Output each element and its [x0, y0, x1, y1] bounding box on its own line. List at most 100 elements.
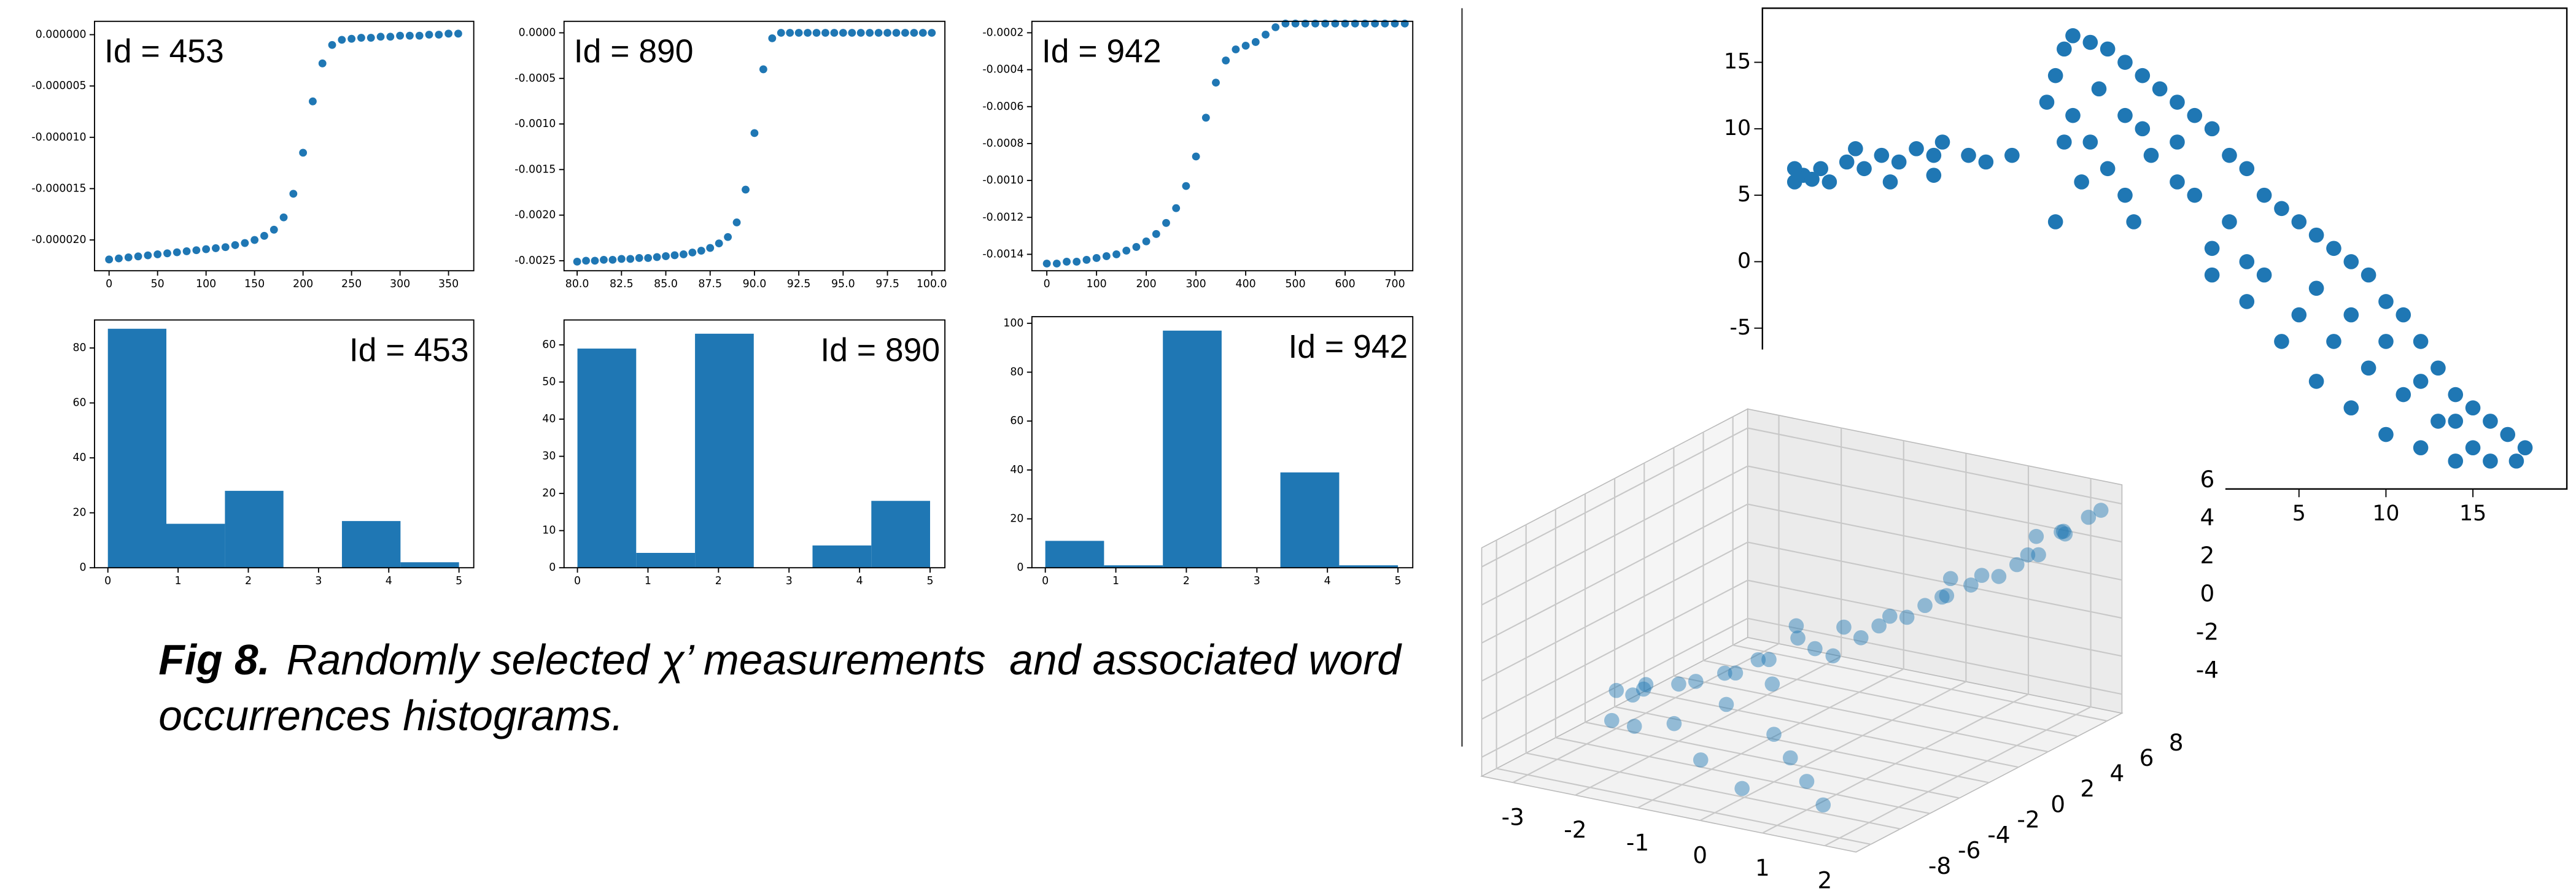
point — [777, 29, 785, 37]
point — [1974, 568, 1990, 583]
x-tick-label: 300 — [390, 278, 410, 290]
x-tick-label: 400 — [1236, 278, 1256, 290]
x-tick-label: 97.5 — [875, 278, 899, 290]
grid-line — [1496, 540, 1871, 845]
y-tick-label: 80 — [72, 342, 86, 354]
point — [2274, 334, 2289, 349]
grid-line — [1824, 478, 2092, 847]
annotation: Id = 942 — [1288, 329, 1408, 365]
point — [1787, 161, 1802, 177]
y-tick-label: -0.000010 — [31, 131, 86, 144]
point — [697, 247, 705, 255]
point — [221, 243, 230, 252]
point — [328, 40, 336, 49]
y-tick-label: -0.0015 — [514, 163, 556, 176]
point — [1934, 589, 1950, 605]
y-tick-label: 80 — [1010, 366, 1023, 379]
point — [405, 31, 414, 40]
point — [2378, 426, 2394, 442]
x-tick-label: 10 — [2372, 501, 2399, 526]
y-tick-label: 40 — [1010, 464, 1023, 476]
caption-text: occurrences histograms. — [158, 692, 623, 739]
point — [1807, 641, 1823, 657]
point — [1991, 569, 2007, 584]
point — [2222, 214, 2237, 230]
point — [1192, 152, 1200, 161]
point — [289, 190, 298, 198]
x-tick-label: -2 — [1564, 816, 1586, 843]
point — [839, 29, 847, 37]
point — [901, 29, 909, 37]
y-tick-label: 0 — [2050, 790, 2065, 817]
point — [367, 34, 375, 42]
y-tick-label: 100 — [1003, 317, 1023, 330]
point — [1052, 260, 1061, 268]
point — [2031, 547, 2046, 563]
x-tick-label: 500 — [1286, 278, 1306, 290]
point — [1608, 682, 1624, 698]
z-tick-label: -4 — [2196, 656, 2219, 683]
point — [1978, 154, 1994, 170]
y-tick-label: -0.0025 — [514, 255, 556, 267]
point — [2170, 174, 2185, 190]
grid-line — [1525, 525, 1901, 830]
grid-line — [1575, 428, 1842, 796]
point — [1042, 260, 1051, 268]
y-tick-label: 5 — [1737, 182, 1751, 207]
point — [1790, 630, 1806, 646]
axes-frame — [1031, 20, 1414, 272]
point — [1626, 719, 1642, 734]
point — [2361, 360, 2376, 376]
point — [241, 239, 249, 247]
y-tick-label: -4 — [1987, 822, 2010, 849]
point — [2047, 68, 2063, 83]
point — [2100, 161, 2116, 177]
grid-line — [1732, 417, 2108, 722]
grid-line — [1643, 463, 2019, 768]
z-tick-label: 0 — [2200, 580, 2215, 607]
point — [1241, 42, 1250, 50]
caption-label: Fig 8. — [158, 636, 270, 684]
x-tick-label: 250 — [341, 278, 362, 290]
point — [318, 59, 327, 68]
x-tick-label: 1 — [1112, 575, 1119, 587]
x-tick-label: 0 — [1042, 575, 1049, 587]
axes-frame — [94, 20, 475, 272]
annotation: Id = 942 — [1042, 34, 1162, 70]
point — [1112, 250, 1120, 258]
x-tick-label: 4 — [386, 575, 392, 587]
grid-line — [1702, 432, 2078, 738]
x-tick-label: 5 — [2292, 501, 2306, 526]
point — [768, 34, 777, 42]
point — [2039, 94, 2055, 110]
point — [2274, 201, 2289, 217]
point — [2057, 134, 2072, 150]
point — [338, 36, 346, 44]
point — [1874, 147, 1890, 163]
point — [2126, 214, 2141, 230]
x-tick-label: 100 — [196, 278, 216, 290]
y-tick-label: -0.0008 — [982, 137, 1023, 150]
point — [2047, 214, 2063, 230]
point — [1882, 608, 1898, 624]
point — [2448, 414, 2464, 429]
y-tick-label: 60 — [542, 339, 556, 351]
point — [2204, 241, 2220, 256]
bar — [1163, 330, 1222, 568]
point — [1142, 237, 1150, 245]
point — [212, 244, 220, 252]
point — [1728, 665, 1744, 681]
point — [635, 253, 643, 262]
grid-line — [1637, 440, 1904, 809]
point — [1961, 147, 1976, 163]
point — [706, 244, 715, 252]
point — [1942, 571, 1958, 587]
point — [1882, 174, 1898, 190]
x-tick-label: 300 — [1186, 278, 1206, 290]
point — [1666, 716, 1682, 731]
point — [260, 231, 268, 240]
grid-line — [1481, 427, 2122, 568]
point — [1750, 652, 1766, 668]
point — [2396, 307, 2411, 323]
point — [182, 247, 191, 255]
